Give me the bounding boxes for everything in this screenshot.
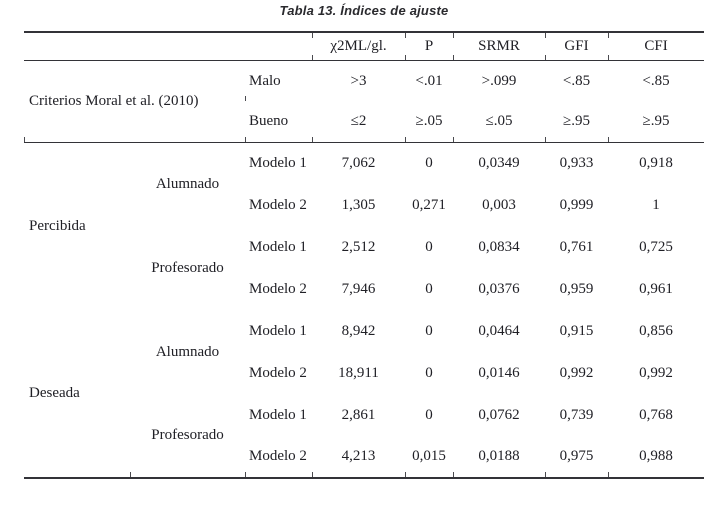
value-cell: 2,512: [341, 238, 376, 255]
data-row: Modelo 2 7,946 0 0,0376 0,959 0,961: [24, 268, 704, 310]
value-cell: 0,0834: [478, 238, 520, 255]
criteria-level-bueno: Bueno: [245, 101, 313, 142]
header-row: χ2ML/gl. P SRMR GFI CFI: [24, 32, 705, 60]
criteria-value: ≤2: [312, 101, 406, 142]
column-header-p: P: [405, 32, 453, 60]
value-cell: 0,761: [559, 238, 594, 255]
criteria-value: <.85: [562, 72, 591, 89]
group-label-profesorado: Profesorado: [130, 394, 245, 478]
criteria-row-malo: Criterios Moral et al. (2010) Malo >3 <.…: [24, 60, 704, 142]
value-cell: 0,0349: [478, 155, 520, 172]
value-cell: 0: [425, 280, 433, 297]
value-cell: 0,0464: [478, 322, 520, 339]
value-cell: 7,946: [341, 280, 376, 297]
model-label: Modelo 2: [249, 364, 307, 381]
value-cell: 0,915: [559, 322, 594, 339]
value-cell: 0,0376: [478, 280, 520, 297]
data-row: Profesorado Modelo 1 2,512 0 0,0834 0,76…: [24, 226, 704, 276]
model-label: Modelo 2: [245, 436, 313, 478]
data-row: Profesorado Modelo 1 2,861 0 0,0762 0,73…: [24, 394, 704, 478]
group-label-alumnado: Alumnado: [155, 176, 220, 193]
value-cell: 0,999: [559, 196, 594, 213]
section-label-percibida: Percibida: [29, 218, 86, 235]
criteria-value: ≥.95: [545, 101, 609, 142]
value-cell: 0,015: [405, 436, 454, 478]
value-cell: 0,739: [559, 406, 594, 423]
column-header-cfi: CFI: [608, 32, 704, 60]
value-cell: 0,856: [639, 322, 673, 339]
value-cell: 0,768: [639, 406, 673, 423]
data-row: Modelo 2 1,305 0,271 0,003 0,999 1: [24, 184, 704, 226]
model-label: Modelo 1: [249, 238, 307, 255]
section-label-deseada: Deseada: [29, 385, 80, 402]
criteria-value: >.099: [481, 72, 517, 89]
column-header-chi2ml-gl: χ2ML/gl.: [312, 32, 405, 60]
table-caption: Tabla 13. Índices de ajuste: [279, 3, 449, 18]
column-header-gfi: GFI: [545, 32, 608, 60]
criteria-level-malo: Malo: [245, 60, 313, 101]
value-cell: 0,725: [639, 238, 673, 255]
value-cell: 0,975: [545, 436, 609, 478]
data-row: Modelo 2 4,213 0,015 0,0188 0,975 0,988: [24, 436, 705, 478]
criteria-source-label: Criterios Moral et al. (2010): [24, 60, 245, 142]
data-row: Modelo 2 18,911 0 0,0146 0,992 0,992: [24, 352, 704, 394]
group-label-profesorado: Profesorado: [151, 259, 224, 276]
value-cell: 0,992: [559, 364, 594, 381]
column-header-srmr: SRMR: [453, 32, 545, 60]
value-cell: 0: [425, 155, 433, 172]
criteria-value: >3: [350, 72, 367, 89]
model-label: Modelo 2: [249, 280, 307, 297]
value-cell: 0,961: [639, 280, 673, 297]
model-label: Modelo 1: [249, 406, 307, 423]
value-cell: 0,003: [482, 196, 516, 213]
group-label-alumnado: Alumnado: [155, 343, 220, 360]
model-label: Modelo 1: [249, 155, 307, 172]
criteria-value: ≤.05: [453, 101, 546, 142]
value-cell: 0,959: [559, 280, 594, 297]
value-cell: 0,0146: [478, 364, 520, 381]
value-cell: 0,271: [412, 196, 446, 213]
value-cell: 0,918: [639, 155, 673, 172]
value-cell: 7,062: [341, 155, 376, 172]
value-cell: 0: [425, 238, 433, 255]
data-row: Deseada Alumnado Modelo 1 8,942 0 0,0464…: [24, 310, 704, 402]
header-empty-cell: [24, 32, 312, 60]
value-cell: 0,933: [559, 155, 594, 172]
model-label: Modelo 1: [249, 322, 307, 339]
value-cell: 0,992: [639, 364, 673, 381]
value-cell: 4,213: [312, 436, 406, 478]
value-cell: 1: [652, 196, 660, 213]
model-label: Modelo 2: [249, 196, 307, 213]
criteria-value: <.01: [415, 72, 443, 89]
criteria-value: ≥.05: [405, 101, 454, 142]
value-cell: 0,988: [608, 436, 705, 478]
criteria-value: ≥.95: [608, 101, 705, 142]
value-cell: 0,0188: [453, 436, 546, 478]
value-cell: 18,911: [338, 364, 379, 381]
value-cell: 1,305: [341, 196, 376, 213]
criteria-row-bueno: Bueno ≤2 ≥.05 ≤.05 ≥.95 ≥.95: [24, 101, 705, 142]
value-cell: 0: [425, 364, 433, 381]
data-row: Percibida Alumnado Modelo 1 7,062 0 0,03…: [24, 142, 704, 234]
fit-indices-table: χ2ML/gl. P SRMR GFI CFI Criterios Moral …: [24, 31, 705, 479]
value-cell: 2,861: [341, 406, 376, 423]
criteria-value: <.85: [642, 72, 670, 89]
value-cell: 0: [425, 406, 433, 423]
value-cell: 0: [425, 322, 433, 339]
value-cell: 8,942: [341, 322, 376, 339]
value-cell: 0,0762: [478, 406, 520, 423]
